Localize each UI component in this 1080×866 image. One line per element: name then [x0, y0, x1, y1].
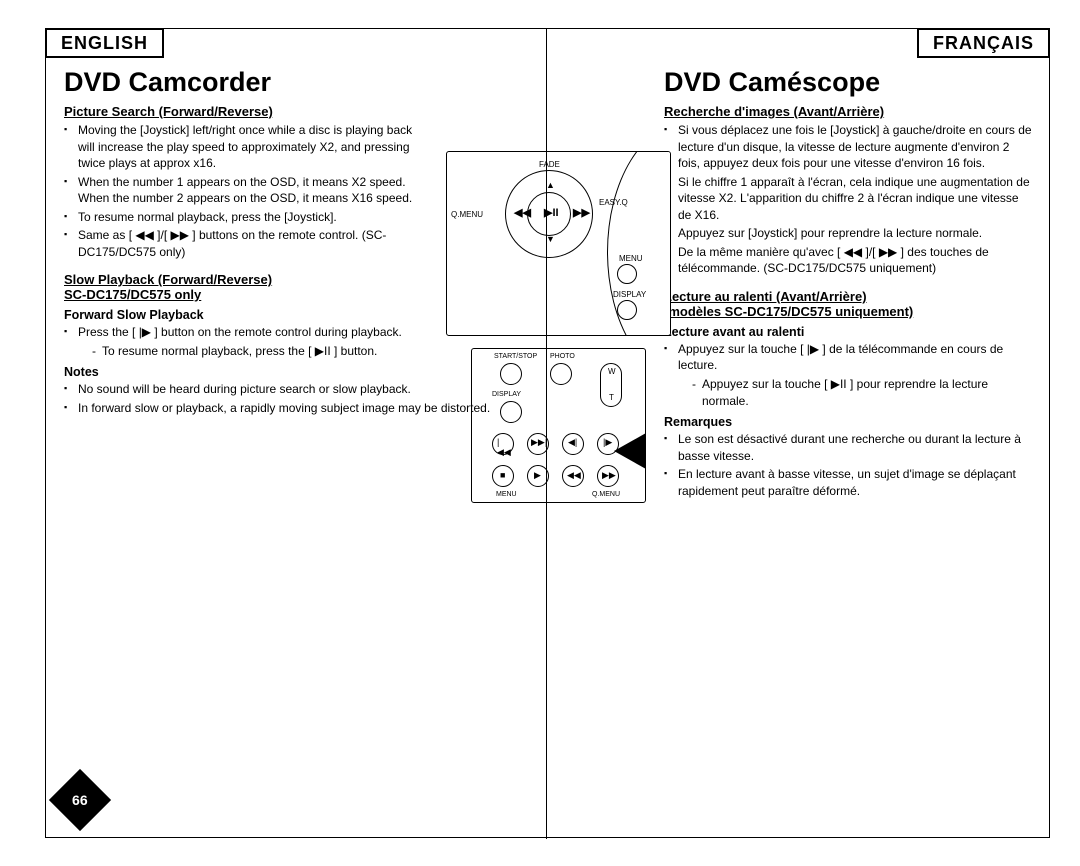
manual-page: ENGLISH FRANÇAIS DVD Camcorder Picture S… — [45, 28, 1050, 838]
pointer-arrow-icon — [614, 433, 646, 469]
label-t: T — [609, 393, 614, 402]
text: Appuyez sur la touche [ |▶ ] de la téléc… — [678, 342, 1003, 373]
bullet: To resume normal playback, press the [Jo… — [64, 209, 424, 226]
heading-ralenti-fr: Lecture au ralenti (Avant/Arrière) (modè… — [664, 289, 1034, 319]
slow-rev-icon: ◀| — [562, 433, 584, 455]
list-remarques-fr: Le son est désactivé durant une recherch… — [664, 431, 1034, 499]
bullet: When the number 1 appears on the OSD, it… — [64, 174, 424, 207]
label-easyq: EASY.Q — [599, 198, 628, 207]
label-fade: FADE — [539, 160, 560, 169]
camera-body-top: ▶II ◀◀ ▶▶ ▲ ▼ Q.MENU FADE EASY.Q MENU DI… — [446, 151, 671, 336]
list-slow-playback-en: Press the [ |▶ ] button on the remote co… — [64, 324, 424, 359]
column-francais: DVD Caméscope Recherche d'images (Avant/… — [664, 67, 1034, 501]
menu-button-icon — [617, 264, 637, 284]
label-photo: PHOTO — [550, 353, 575, 360]
display-button-icon — [617, 300, 637, 320]
bullet: Si vous déplacez une fois le [Joystick] … — [664, 122, 1034, 172]
label-display: DISPLAY — [613, 290, 646, 299]
photo-button-icon — [550, 363, 572, 385]
rew-icon: ◀◀ — [562, 465, 584, 487]
forward-icon: ▶▶ — [573, 206, 590, 219]
bullet: Same as [ ◀◀ ]/[ ▶▶ ] buttons on the rem… — [64, 227, 424, 260]
title-francais: DVD Caméscope — [664, 67, 1034, 98]
heading-remarques-fr: Remarques — [664, 415, 1034, 429]
bullet: De la même manière qu'avec [ ◀◀ ]/[ ▶▶ ]… — [664, 244, 1034, 277]
prev-track-icon: |◀◀ — [492, 433, 514, 455]
label-qmenu-remote: Q.MENU — [592, 491, 620, 498]
title-english: DVD Camcorder — [64, 67, 424, 98]
camera-illustration: ▶II ◀◀ ▶▶ ▲ ▼ Q.MENU FADE EASY.Q MENU DI… — [446, 151, 671, 506]
bullet: En lecture avant à basse vitesse, un suj… — [664, 466, 1034, 499]
heading-slow-playback-en: Slow Playback (Forward/Reverse) SC-DC175… — [64, 272, 424, 302]
remote-control: START/STOP PHOTO W T DISPLAY |◀◀ ▶▶| ◀| … — [471, 348, 646, 503]
text: (modèles SC-DC175/DC575 uniquement) — [664, 304, 913, 319]
down-icon: ▼ — [546, 234, 555, 244]
startstop-button-icon — [500, 363, 522, 385]
text: Press the [ |▶ ] button on the remote co… — [78, 325, 402, 339]
lang-tab-english: ENGLISH — [45, 28, 164, 58]
text: Slow Playback (Forward/Reverse) — [64, 272, 272, 287]
list-picture-search-en: Moving the [Joystick] left/right once wh… — [64, 122, 424, 260]
heading-picture-search-en: Picture Search (Forward/Reverse) — [64, 104, 424, 119]
label-menu: MENU — [619, 254, 643, 263]
display-remote-icon — [500, 401, 522, 423]
bullet: Appuyez sur [Joystick] pour reprendre la… — [664, 225, 1034, 242]
rewind-icon: ◀◀ — [514, 206, 531, 219]
label-display-remote: DISPLAY — [492, 391, 521, 398]
heading-lecture-avant-fr: Lecture avant au ralenti — [664, 325, 1034, 339]
heading-recherche-fr: Recherche d'images (Avant/Arrière) — [664, 104, 1034, 119]
play-icon: ▶ — [527, 465, 549, 487]
column-english: DVD Camcorder Picture Search (Forward/Re… — [64, 67, 424, 419]
bullet: Moving the [Joystick] left/right once wh… — [64, 122, 424, 172]
list-recherche-fr: Si vous déplacez une fois le [Joystick] … — [664, 122, 1034, 277]
text: Lecture au ralenti (Avant/Arrière) — [664, 289, 867, 304]
list-ralenti-fr: Appuyez sur la touche [ |▶ ] de la téléc… — [664, 341, 1034, 409]
up-icon: ▲ — [546, 180, 555, 190]
bullet: Appuyez sur la touche [ |▶ ] de la téléc… — [664, 341, 1034, 409]
page-number: 66 — [72, 792, 88, 808]
dash-item: To resume normal playback, press the [ ▶… — [92, 343, 424, 360]
lang-tab-francais: FRANÇAIS — [917, 28, 1050, 58]
heading-notes-en: Notes — [64, 365, 424, 379]
label-menu-remote: MENU — [496, 491, 517, 498]
label-w: W — [608, 367, 616, 376]
bullet: Press the [ |▶ ] button on the remote co… — [64, 324, 424, 359]
text: SC-DC175/DC575 only — [64, 287, 201, 302]
play-pause-icon: ▶II — [544, 206, 559, 219]
label-startstop: START/STOP — [494, 353, 537, 360]
dash-item: Appuyez sur la touche [ ▶II ] pour repre… — [692, 376, 1034, 409]
label-qmenu: Q.MENU — [451, 210, 483, 219]
bullet: Si le chiffre 1 apparaît à l'écran, cela… — [664, 174, 1034, 224]
next-track-icon: ▶▶| — [527, 433, 549, 455]
stop-icon: ■ — [492, 465, 514, 487]
heading-forward-slow-en: Forward Slow Playback — [64, 308, 424, 322]
bullet: Le son est désactivé durant une recherch… — [664, 431, 1034, 464]
